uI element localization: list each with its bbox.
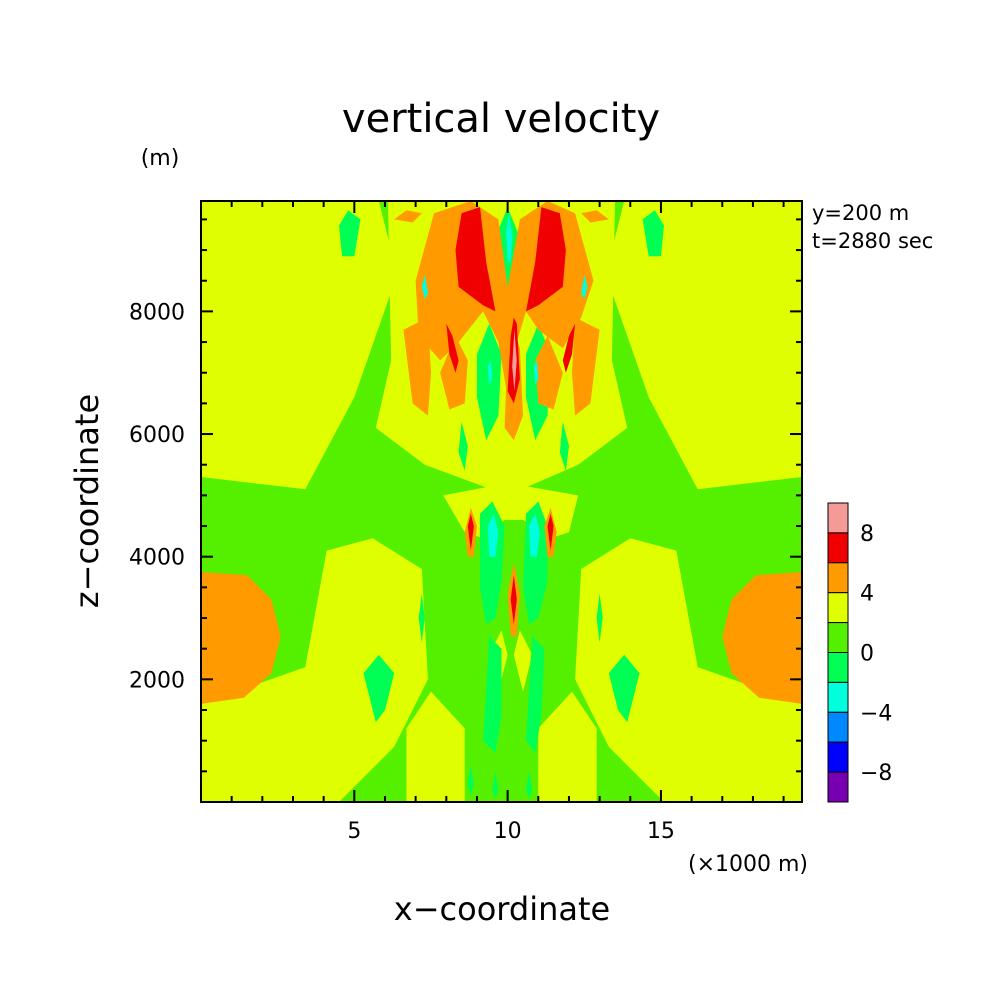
contour-region <box>533 360 539 385</box>
contour-region <box>529 513 540 557</box>
contour-region <box>421 274 428 300</box>
x-tick-label: 10 <box>494 819 522 844</box>
y-tick-label: 6000 <box>129 423 185 448</box>
contour-region <box>575 538 802 802</box>
contour-region <box>526 771 533 799</box>
x-tick-label: 5 <box>347 819 361 844</box>
contour-region <box>581 274 588 300</box>
colorbar-label: 0 <box>860 642 874 667</box>
contour-region <box>547 513 554 551</box>
contour-region <box>480 501 505 625</box>
contour-regions <box>201 201 802 802</box>
colorbar-swatch <box>827 502 849 534</box>
contour-region <box>596 593 603 643</box>
contour-region <box>458 421 468 471</box>
contour-region <box>339 210 361 257</box>
contour-region <box>523 501 548 625</box>
contour-region <box>418 593 425 643</box>
contour-region <box>492 771 499 799</box>
plot-frame <box>200 200 803 803</box>
contour-region <box>512 329 517 392</box>
x-unit-label: (×1000 m) <box>688 852 808 877</box>
colorbar-swatch <box>827 741 849 773</box>
colorbar-swatch <box>827 532 849 564</box>
contour-region <box>608 654 640 723</box>
y-axis-label: z−coordinate <box>68 394 106 608</box>
contour-region <box>506 213 513 263</box>
y-tick-label: 2000 <box>129 668 185 693</box>
contour-region <box>572 317 600 416</box>
colorbar-label: −4 <box>860 701 892 726</box>
colorbar-swatch <box>827 711 849 743</box>
contour-region <box>526 207 566 312</box>
colorbar-swatch <box>827 622 849 653</box>
y-tick-label: 8000 <box>129 300 185 325</box>
contour-region <box>467 765 474 796</box>
colorbar-label: −8 <box>860 761 892 786</box>
colorbar-label: 8 <box>860 522 874 547</box>
contour-region <box>363 654 395 723</box>
contour-region <box>538 691 597 802</box>
contour-region <box>201 201 398 490</box>
contour-region <box>394 210 422 223</box>
y-unit-label: (m) <box>141 146 180 171</box>
y-tick-label: 4000 <box>129 546 185 571</box>
colorbar-swatch <box>827 681 849 713</box>
axis-ticks <box>200 201 802 802</box>
colorbar-swatch <box>827 652 849 683</box>
contour-region <box>406 691 465 802</box>
colorbar-swatch <box>827 562 849 594</box>
info-line-2: t=2880 sec <box>812 229 933 253</box>
contour-region <box>559 421 569 471</box>
contour-region <box>467 513 474 551</box>
contour-region <box>722 572 802 704</box>
contour-region <box>487 360 493 385</box>
colorbar: 8 4 0 −4 −8 <box>827 502 892 803</box>
contour-region <box>487 513 499 557</box>
contour-region <box>642 210 664 257</box>
x-axis-label: x−coordinate <box>394 890 610 928</box>
contour-region <box>605 201 802 490</box>
contour-region <box>510 575 517 625</box>
contour-region <box>513 630 533 692</box>
contour-region <box>201 538 428 802</box>
contour-region <box>535 335 563 410</box>
axis-tick-labels: 5 10 15 2000 4000 6000 8000 <box>129 300 675 844</box>
contour-region <box>483 636 502 753</box>
contour-region <box>440 335 468 410</box>
contour-region <box>581 210 609 223</box>
colorbar-label: 4 <box>860 582 874 607</box>
info-line-1: y=200 m <box>812 201 909 225</box>
contour-region <box>201 572 281 704</box>
x-tick-label: 15 <box>647 819 675 844</box>
plot-area <box>201 201 802 802</box>
colorbar-swatch <box>827 771 849 803</box>
contour-region <box>446 323 459 373</box>
colorbar-swatch <box>827 592 849 624</box>
contour-region <box>455 207 496 312</box>
contour-region <box>526 636 545 753</box>
contour-region <box>403 317 431 416</box>
contour-region <box>562 323 576 373</box>
chart-title: vertical velocity <box>342 96 660 142</box>
